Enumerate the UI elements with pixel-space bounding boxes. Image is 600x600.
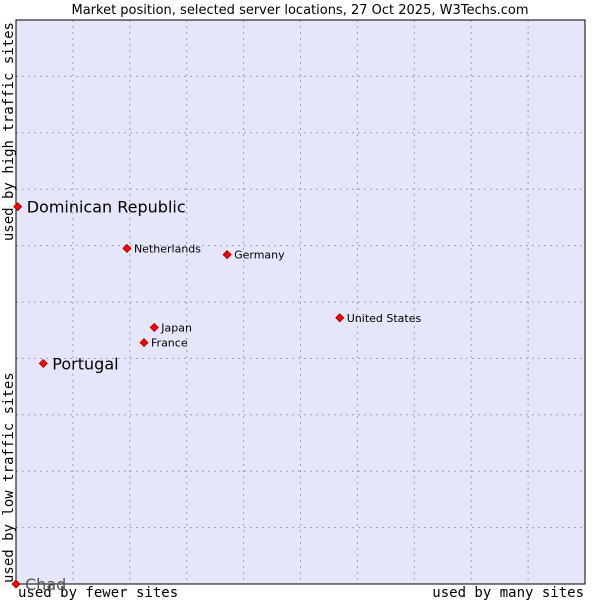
point-marker-germany <box>222 250 232 260</box>
point-marker-chad <box>11 579 21 589</box>
y-axis-label-bottom: used by low traffic sites <box>1 372 17 583</box>
point-label-netherlands: Netherlands <box>134 242 201 255</box>
point-marker-france <box>139 338 149 348</box>
point-marker-united-states <box>335 313 345 323</box>
point-label-japan: Japan <box>160 321 192 334</box>
point-label-dominican-republic: Dominican Republic <box>27 198 186 217</box>
point-marker-japan <box>149 322 159 332</box>
x-axis-label-left: used by fewer sites <box>18 585 178 600</box>
data-points: Dominican Republic Netherlands Germany Unit… <box>11 198 422 594</box>
point-label-france: France <box>151 337 188 350</box>
grid-lines <box>16 20 585 584</box>
chart-title: Market position, selected server locatio… <box>71 3 528 18</box>
x-axis-label-right: used by many sites <box>432 585 584 600</box>
point-label-portugal: Portugal <box>52 354 118 373</box>
point-label-germany: Germany <box>234 249 285 262</box>
y-axis-label-top: used by high traffic sites <box>1 22 17 241</box>
point-label-united-states: United States <box>347 312 422 325</box>
point-marker-netherlands <box>122 243 132 253</box>
point-marker-dominican-republic <box>13 202 23 212</box>
plot-frame <box>15 19 586 585</box>
point-marker-portugal <box>38 358 48 369</box>
point-label-chad: Chad <box>25 575 66 594</box>
